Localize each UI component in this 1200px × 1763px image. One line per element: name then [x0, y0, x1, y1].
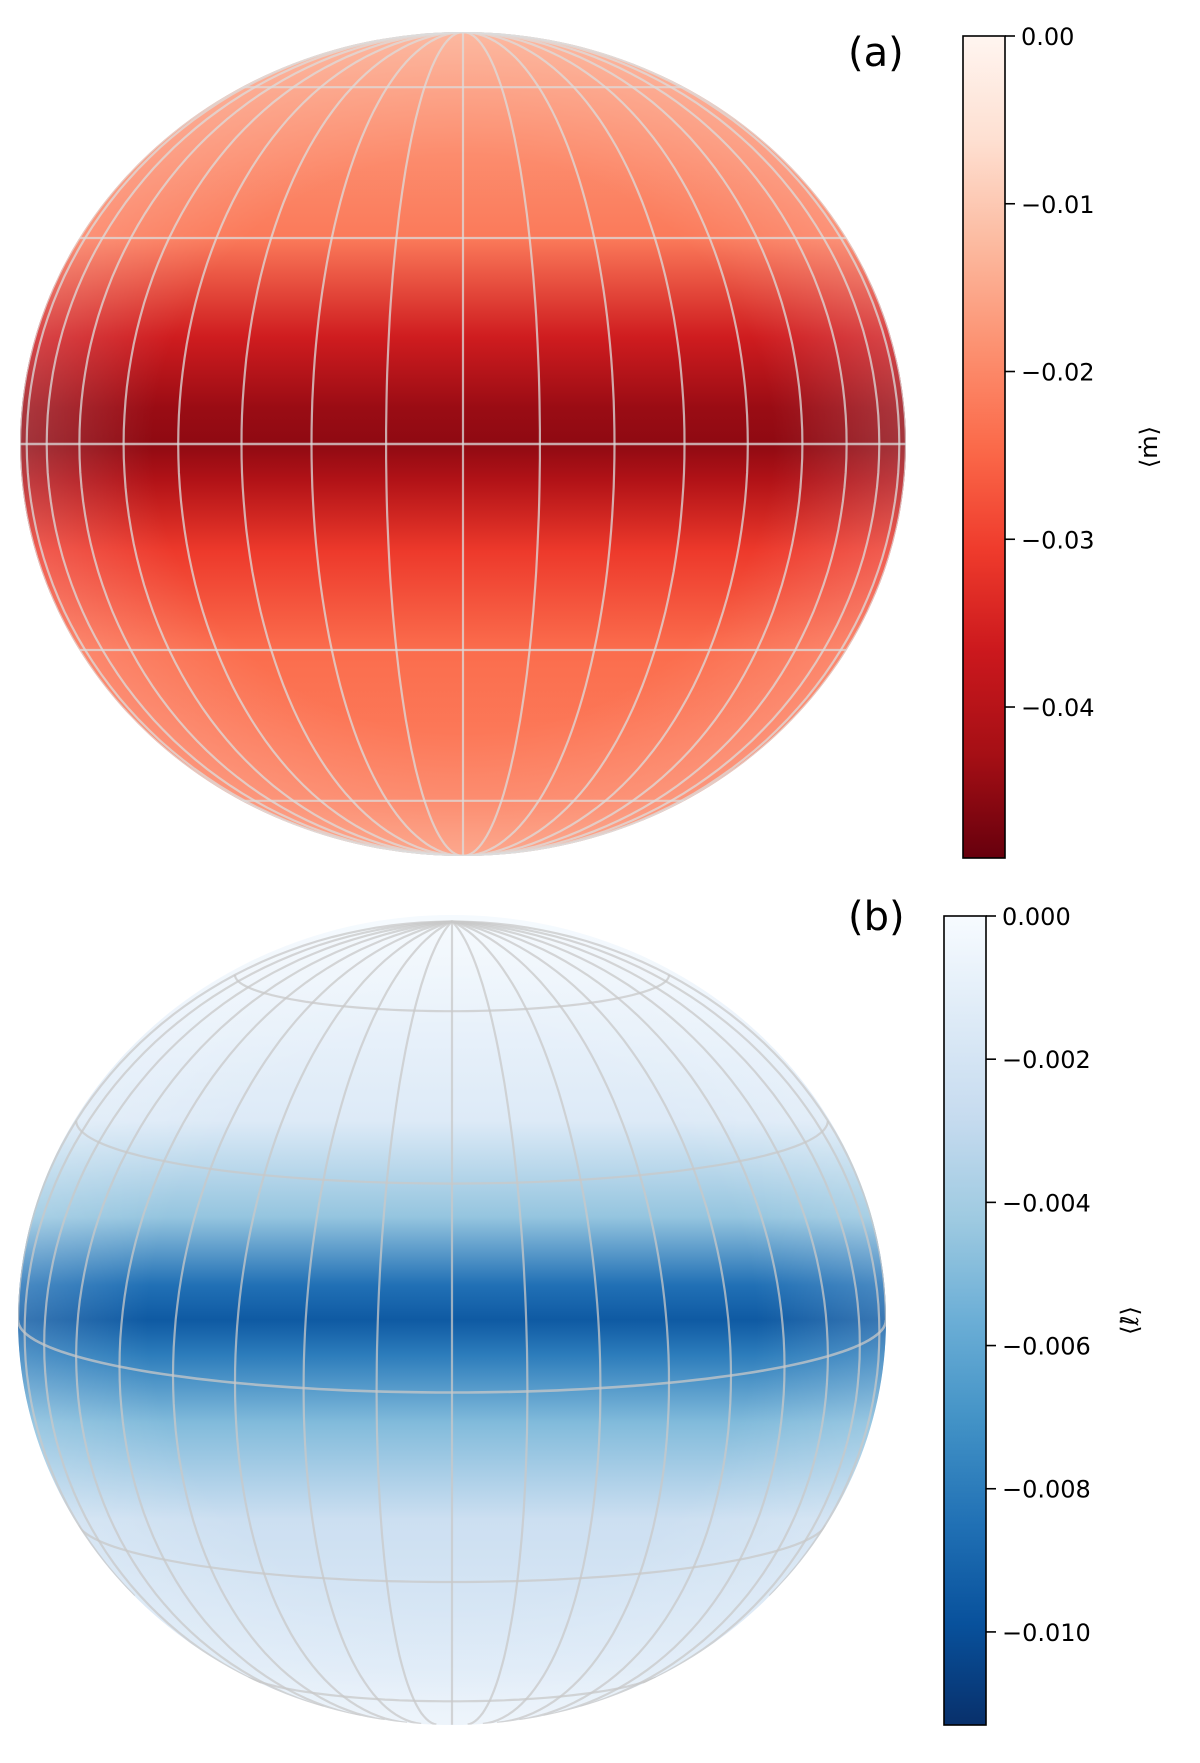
meridian-line	[451, 920, 861, 1685]
colorbar-tick-label: 0.000	[1002, 903, 1071, 931]
colorbar-tick-label: −0.04	[1021, 694, 1095, 722]
meridian-line	[74, 920, 453, 1708]
meridian-line	[451, 920, 881, 1597]
meridian-line	[302, 920, 453, 1725]
meridian-line	[451, 920, 529, 1725]
meridian-line	[18, 920, 453, 1321]
colorbar-tick-label: −0.01	[1021, 191, 1095, 219]
panel-a: (a) 0.00 −0.01 −0.02 −0.03 −0.04 ⟨ṁ⟩	[20, 23, 1163, 859]
colorbar-tick-label: −0.002	[1002, 1046, 1091, 1074]
parallel-line	[233, 974, 671, 1013]
parallel-line	[75, 1120, 829, 1185]
meridian-line	[451, 920, 602, 1725]
meridian-line	[451, 920, 830, 1708]
parallel-line	[247, 1676, 657, 1703]
graticule	[18, 920, 886, 1725]
meridian-line	[451, 920, 671, 1724]
colorbar-tick-label: −0.008	[1002, 1476, 1091, 1504]
colorbar-label: ⟨ℓ̇⟩	[1116, 1306, 1144, 1335]
meridian-line	[171, 920, 453, 1722]
meridian-line	[451, 920, 786, 1717]
meridian-line	[375, 920, 453, 1725]
colorbar-gradient	[962, 35, 1006, 859]
equator-line	[18, 1319, 886, 1394]
colorbar-tick-label: −0.010	[1002, 1619, 1091, 1647]
panel-label-a: (a)	[848, 30, 904, 76]
colorbar-b: 0.000 −0.002 −0.004 −0.006 −0.008 −0.010 ⟨ℓ̇⟩	[943, 903, 1144, 1726]
panel-label-b: (b)	[848, 894, 905, 940]
meridian-line	[233, 920, 453, 1724]
meridian-line	[118, 920, 453, 1717]
parallel-line	[77, 1525, 827, 1584]
colorbar-a: 0.00 −0.01 −0.02 −0.03 −0.04 ⟨ṁ⟩	[962, 23, 1163, 859]
colorbar-tick-label: 0.00	[1021, 23, 1074, 51]
colorbar-tick-label: −0.02	[1021, 359, 1095, 387]
colorbar-tick-label: −0.006	[1002, 1333, 1091, 1361]
meridian-line	[451, 920, 733, 1722]
colorbar-tick-label: −0.004	[1002, 1189, 1091, 1217]
colorbar-tick-label: −0.03	[1021, 526, 1095, 554]
colorbar-gradient	[943, 915, 987, 1726]
meridian-line	[43, 920, 453, 1685]
graticule	[20, 32, 906, 856]
panel-b: (b) 0.000 −0.002 −0.004 −0.006 −0.008 −0.010 ⟨…	[18, 894, 1144, 1726]
meridian-line	[451, 920, 886, 1321]
colorbar-label: ⟨ṁ⟩	[1135, 426, 1163, 468]
meridian-line	[23, 920, 453, 1597]
globe-a	[20, 32, 906, 856]
globe-b	[18, 915, 886, 1725]
